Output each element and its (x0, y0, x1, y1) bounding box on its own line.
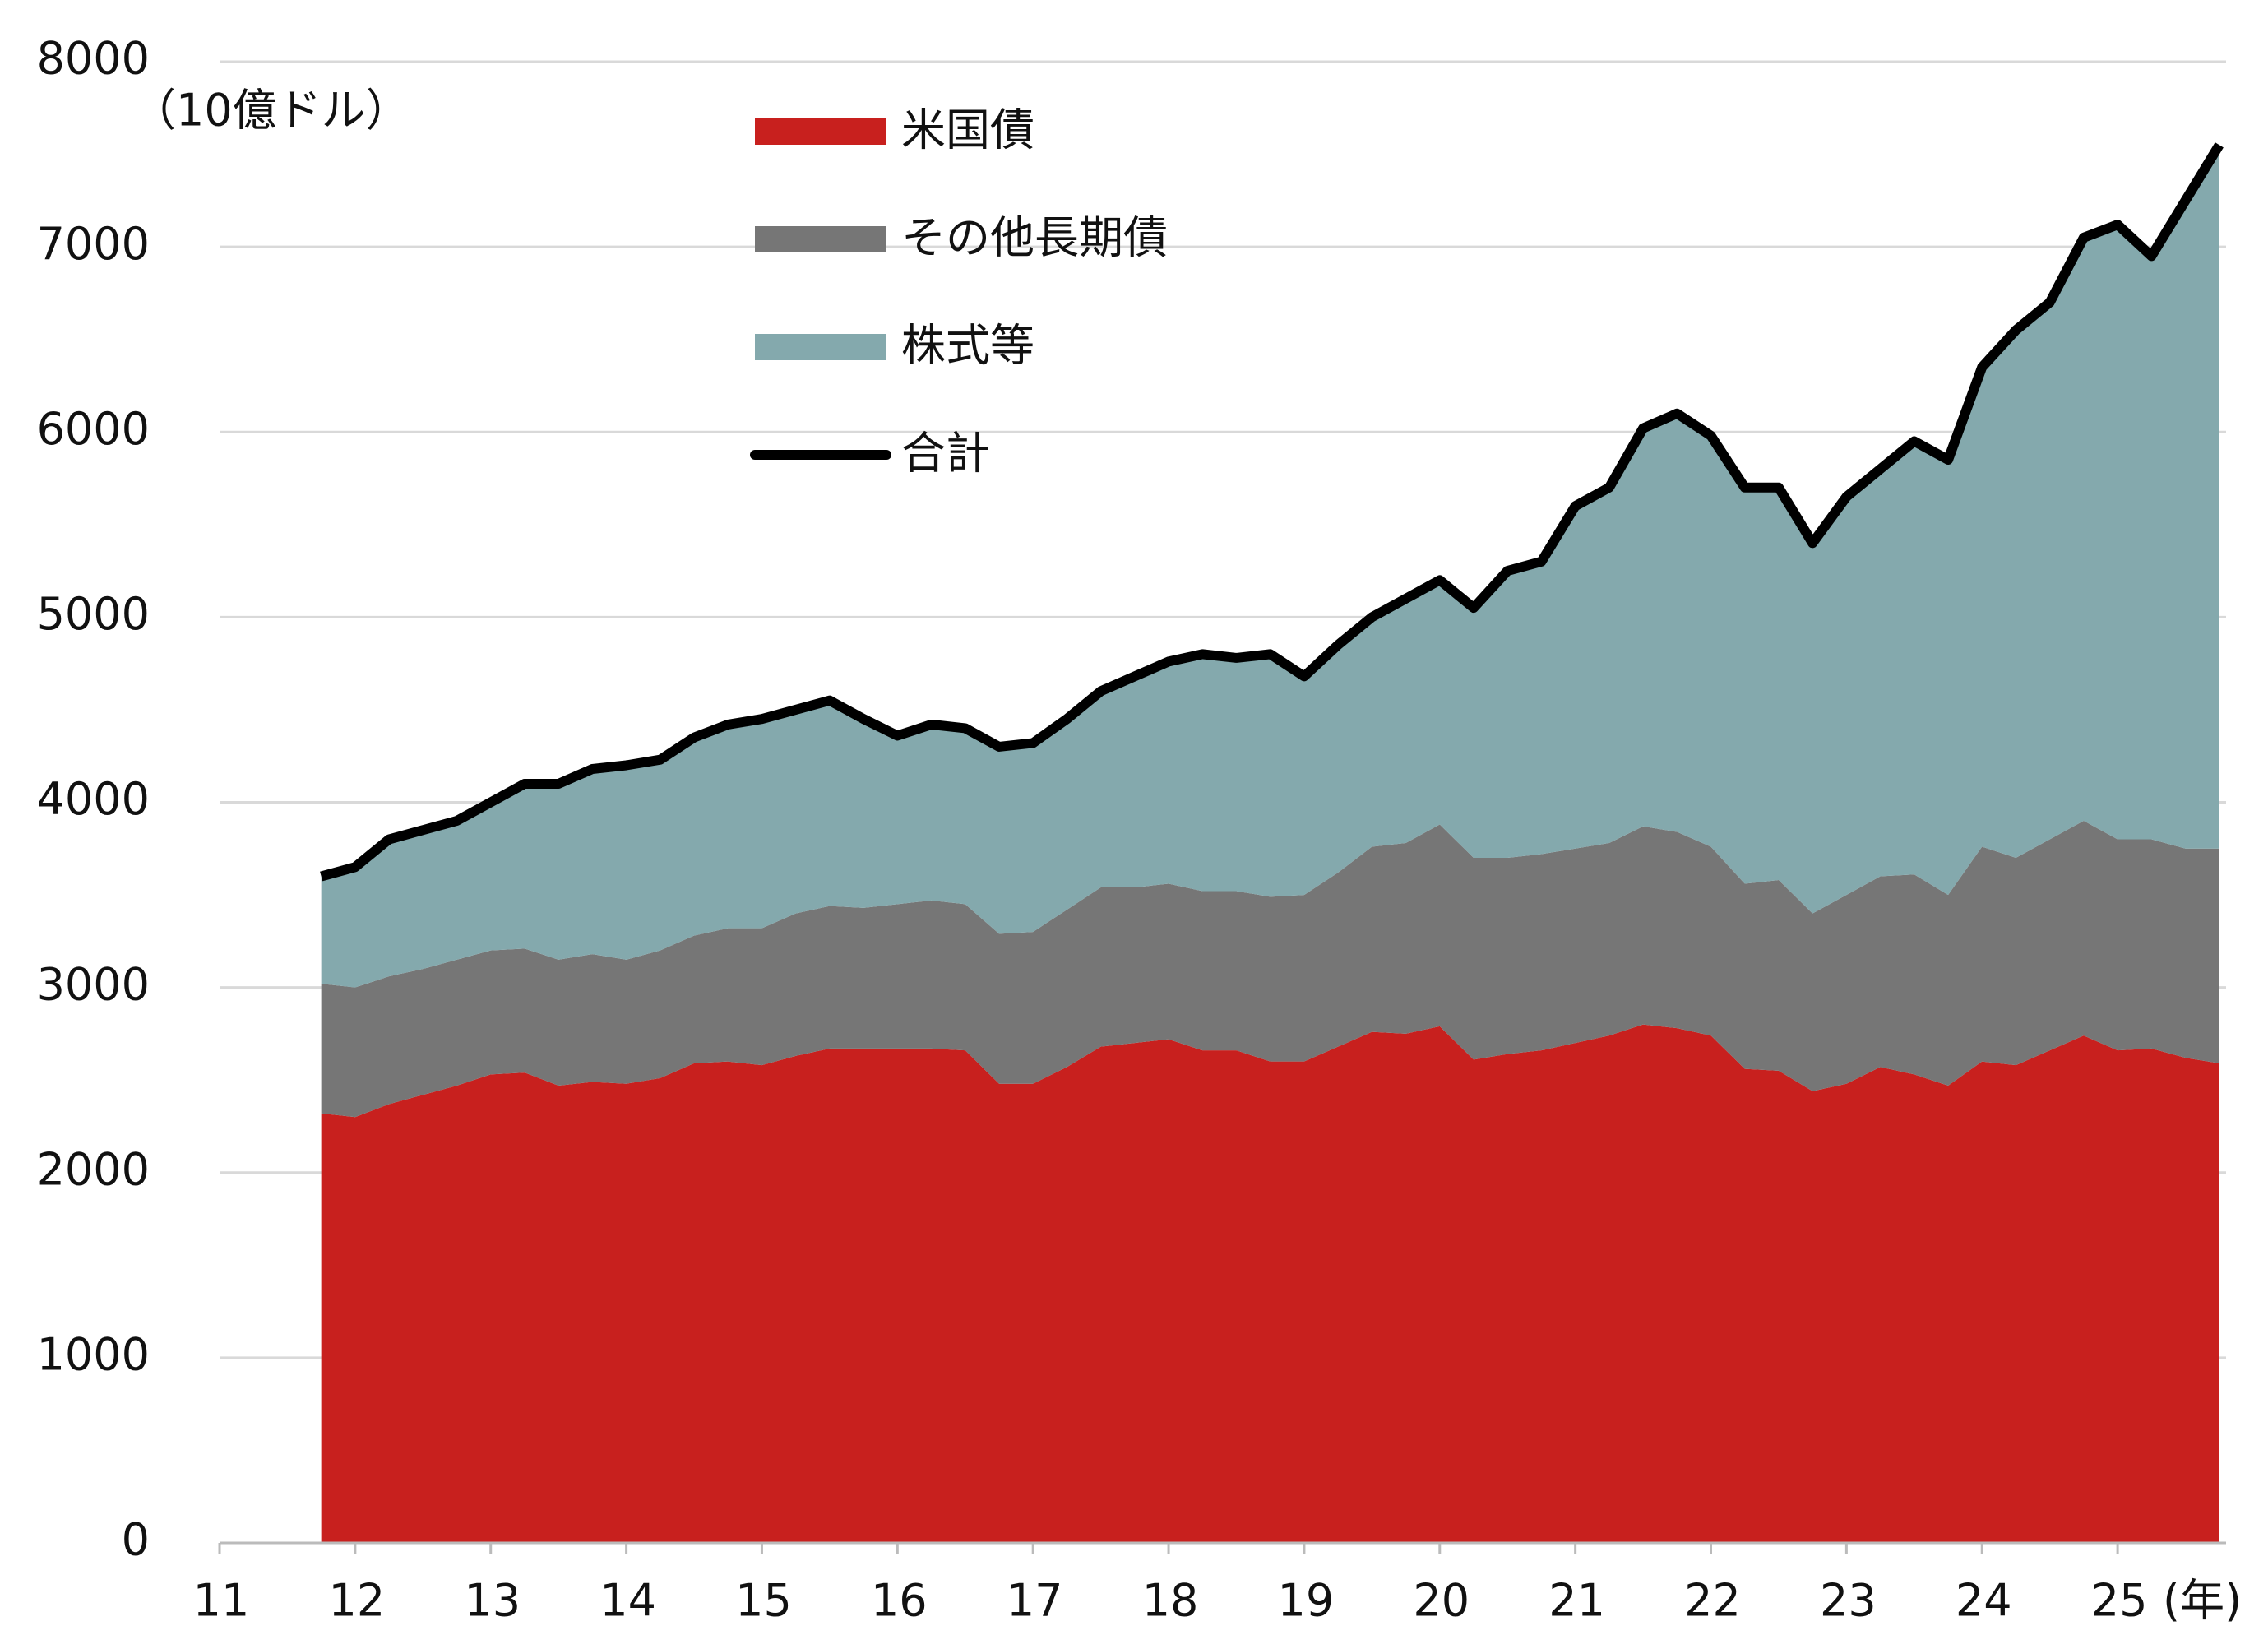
x-tick-label: 18 (1142, 1575, 1199, 1627)
legend-swatch (755, 334, 886, 360)
legend-label: 米国債 (901, 104, 1034, 156)
legend-label: その他長期債 (901, 212, 1168, 264)
y-tick-label: 8000 (37, 33, 150, 85)
y-tick-label: 0 (122, 1514, 150, 1566)
x-tick-label: 16 (871, 1575, 928, 1627)
y-tick-label: 2000 (37, 1143, 150, 1195)
legend-swatch (755, 226, 886, 252)
y-tick-label: 4000 (37, 773, 150, 825)
x-tick-label: 24 (1956, 1575, 2012, 1627)
area (321, 821, 2219, 1118)
legend-label: 株式等 (901, 320, 1034, 372)
x-tick-label: 21 (1548, 1575, 1605, 1627)
legend-swatch (755, 118, 886, 145)
x-tick-label: 23 (1820, 1575, 1877, 1627)
line (320, 142, 2224, 882)
x-tick-label: 14 (599, 1575, 656, 1627)
x-tick-label: 11 (193, 1575, 250, 1627)
x-tick-label: 22 (1684, 1575, 1741, 1627)
y-tick-label: 7000 (37, 218, 150, 270)
x-tick-label: 17 (1007, 1575, 1063, 1627)
y-tick-label: 5000 (37, 588, 150, 640)
x-tick-label: 20 (1413, 1575, 1470, 1627)
area (321, 145, 2219, 988)
x-tick-label: 19 (1278, 1575, 1335, 1627)
y-tick-label: 3000 (37, 958, 150, 1010)
x-unit-label: (年) (2163, 1575, 2242, 1627)
y-unit-label: （10億ドル） (132, 85, 410, 137)
y-tick-label: 6000 (37, 403, 150, 455)
y-tick-label: 1000 (37, 1329, 150, 1381)
area (321, 1024, 2219, 1543)
x-tick-label: 15 (735, 1575, 792, 1627)
x-tick-label: 12 (329, 1575, 386, 1627)
x-tick-label: 13 (464, 1575, 521, 1627)
legend-label: 合計 (901, 428, 990, 479)
x-tick-label: 25 (2091, 1575, 2148, 1627)
